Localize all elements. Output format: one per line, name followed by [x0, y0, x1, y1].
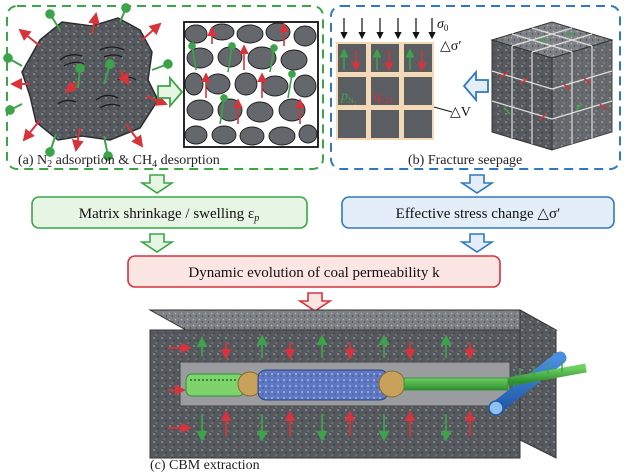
panel-b-arrow	[462, 69, 489, 103]
arrow-matrix-to-perm	[139, 233, 175, 253]
arrow-stress-to-perm	[459, 233, 495, 253]
delta-sigma-label: △σ′	[440, 39, 461, 54]
permeability-box-shape	[127, 255, 501, 288]
coal-cube-block	[490, 21, 614, 151]
panel-b-caption: (b) Fracture seepage	[408, 153, 522, 168]
arrow-a-to-matrix	[139, 174, 175, 194]
coal-particle-illustration	[3, 3, 173, 161]
permeability-box-label: Dynamic evolution of coal permeability k	[188, 265, 440, 281]
porous-coal-matrix	[183, 21, 319, 148]
cbm-extraction-block	[148, 309, 587, 459]
panel-a-caption: (a) N2 adsorption & CH4 desorption	[18, 153, 220, 170]
fracture-grid	[336, 18, 453, 140]
p-n2-label: pN₂	[340, 89, 357, 105]
stress-box-label: Effective stress change △σ′	[396, 206, 561, 222]
matrix-box-shape	[31, 196, 308, 229]
q-ch4-label: qCH₄	[374, 89, 395, 105]
panel-a-arrow	[157, 75, 184, 109]
delta-v-label: △V	[450, 105, 471, 120]
sigma0-label: σ0	[437, 17, 449, 33]
matrix-box-label: Matrix shrinkage / swelling εp	[79, 206, 259, 224]
panel-b-frame	[330, 5, 621, 170]
panel-c-caption: (c) CBM extraction	[150, 458, 260, 473]
stress-box-shape	[341, 196, 615, 229]
arrow-perm-to-extraction	[297, 292, 333, 312]
panel-a-frame	[6, 5, 324, 170]
arrow-b-to-stress	[459, 174, 495, 194]
